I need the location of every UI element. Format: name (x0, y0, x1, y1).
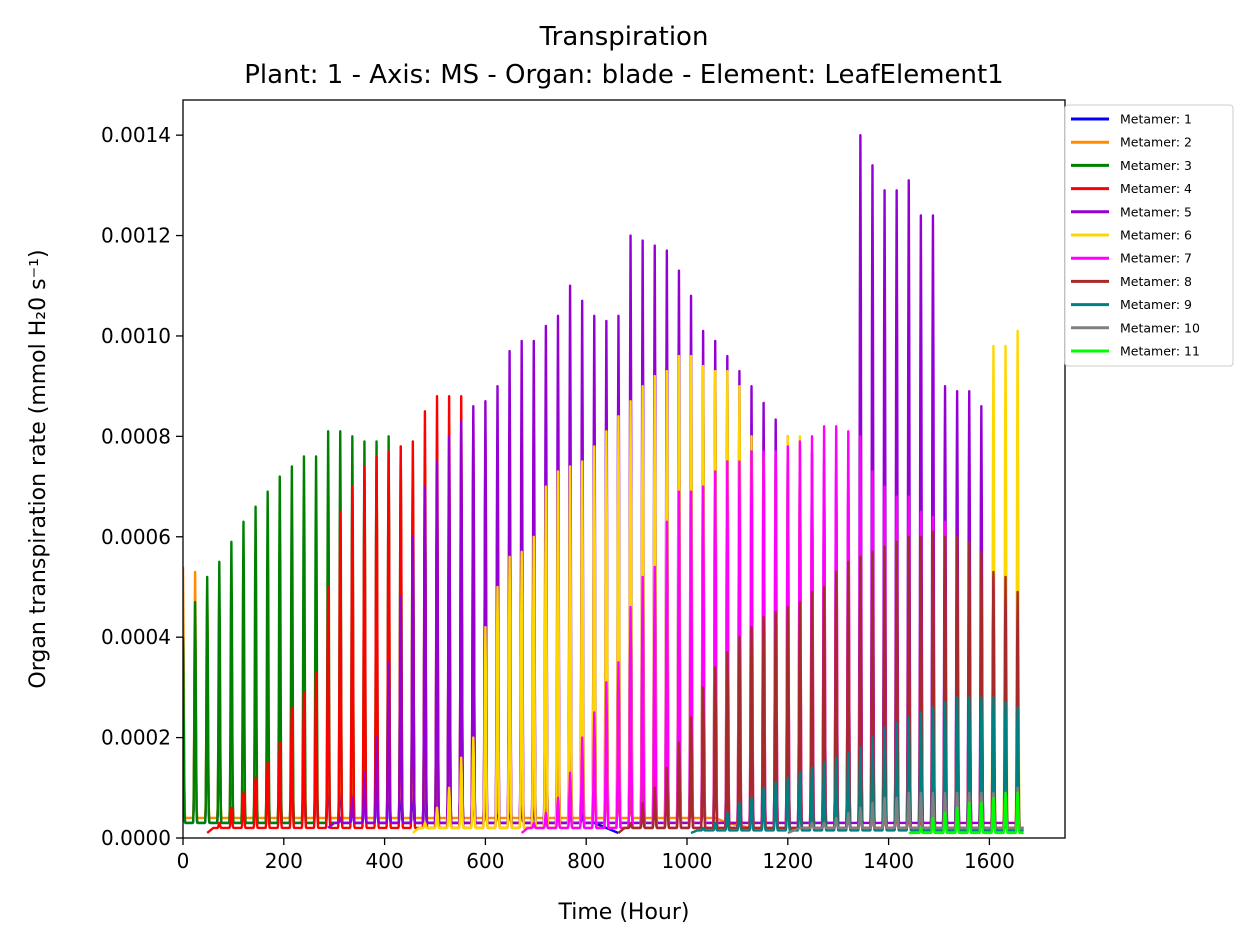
legend-label: Metamer: 5 (1120, 204, 1192, 219)
x-tick-label: 1400 (863, 849, 914, 873)
legend-label: Metamer: 1 (1120, 112, 1192, 127)
series-line-metamer-5 (327, 133, 1019, 829)
x-tick-label: 800 (567, 849, 605, 873)
y-axis-label: Organ transpiration rate (mmol H₂0 s⁻¹) (26, 249, 51, 688)
x-tick-label: 1000 (662, 849, 713, 873)
legend-label: Metamer: 3 (1120, 158, 1192, 173)
chart-subtitle: Plant: 1 - Axis: MS - Organ: blade - Ele… (244, 60, 1003, 90)
plot-frame (182, 99, 1066, 839)
legend-box (1064, 104, 1234, 367)
x-axis-label: Time (Hour) (558, 900, 690, 925)
y-tick-label: 0.0002 (101, 726, 171, 750)
legend-label: Metamer: 8 (1120, 274, 1192, 289)
legend-label: Metamer: 9 (1120, 297, 1192, 312)
chart-title: Transpiration (539, 22, 709, 52)
tick-layer: 0 200 400 600 800 1000 1200 1400 1600 0.0000 0.000… (101, 123, 1015, 873)
legend-label: Metamer: 6 (1120, 228, 1192, 243)
x-tick-label: 600 (466, 849, 504, 873)
x-tick-label: 400 (366, 849, 404, 873)
series-layer (183, 133, 1025, 835)
y-tick-label: 0.0000 (101, 826, 171, 850)
x-tick-label: 200 (265, 849, 303, 873)
legend-label: Metamer: 4 (1120, 181, 1192, 196)
series-line-metamer-9 (690, 696, 1025, 835)
legend-label: Metamer: 11 (1120, 344, 1200, 359)
y-tick-label: 0.0004 (101, 625, 171, 649)
x-tick-label: 0 (177, 849, 190, 873)
x-tick-label: 1200 (762, 849, 813, 873)
y-tick-label: 0.0008 (101, 424, 171, 448)
series-line-metamer-10 (787, 786, 1025, 835)
y-tick-label: 0.0012 (101, 224, 171, 248)
legend-label: Metamer: 7 (1120, 251, 1192, 266)
legend-label: Metamer: 2 (1120, 135, 1192, 150)
legend-label: Metamer: 10 (1120, 320, 1200, 335)
series-line-metamer-11 (908, 791, 1025, 835)
x-tick-label: 1600 (964, 849, 1015, 873)
y-tick-label: 0.0010 (101, 324, 171, 348)
y-tick-label: 0.0006 (101, 525, 171, 549)
y-tick-label: 0.0014 (101, 123, 171, 147)
legend: Metamer: 1 Metamer: 2 Metamer: 3 Metamer: 4… (1064, 104, 1234, 367)
